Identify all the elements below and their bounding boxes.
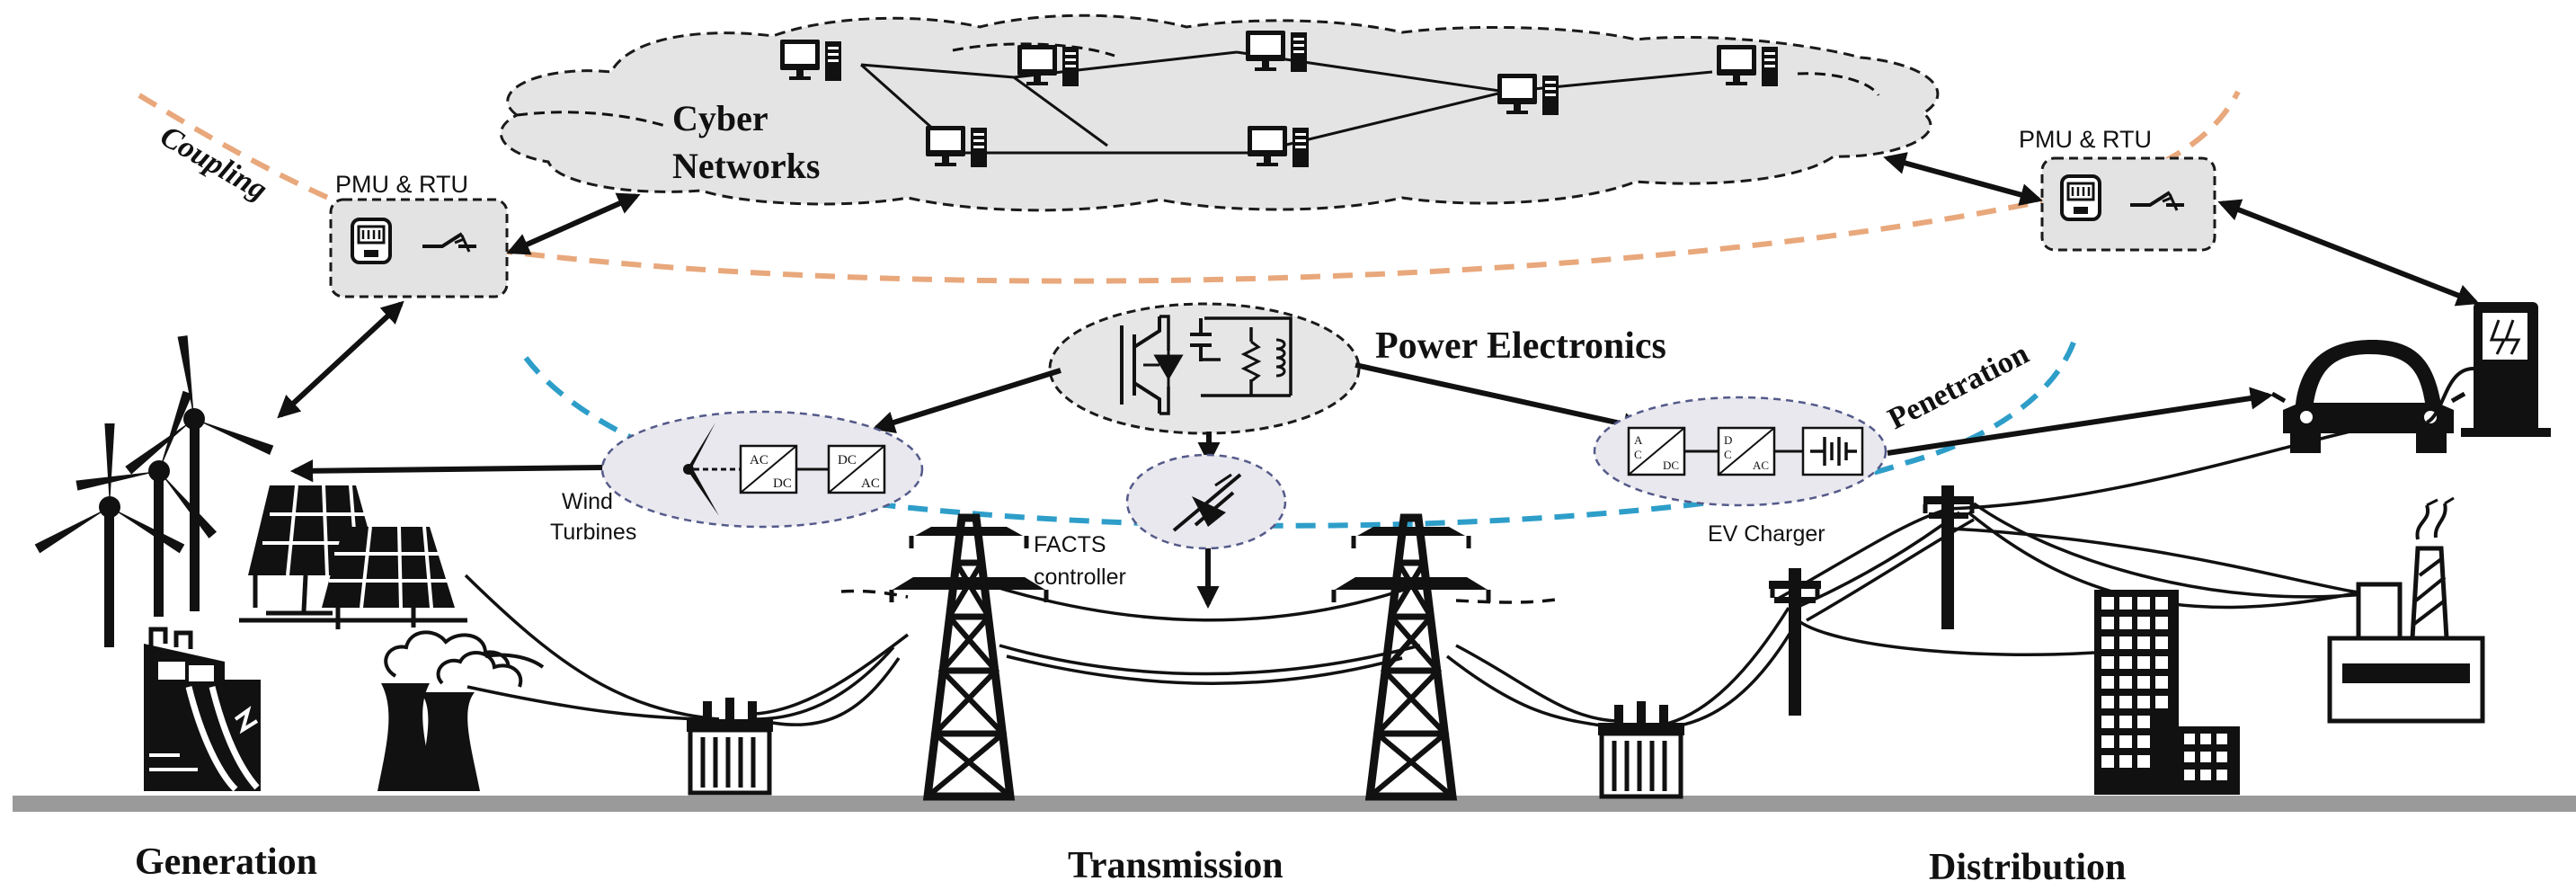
- ev-ac-dc-bottom: DC: [1663, 458, 1679, 472]
- charging-station-icon: [2425, 302, 2551, 437]
- building-icon: [2094, 590, 2240, 795]
- network-links: [860, 50, 1713, 155]
- ev-ac-dc-mid: C: [1634, 448, 1642, 461]
- meter-icon: [2060, 174, 2101, 221]
- wind-dc-ac-bottom: AC: [861, 476, 880, 491]
- transmission-label: Transmission: [1068, 845, 1284, 886]
- utility-pole-icon: [1769, 568, 1821, 716]
- wind-turbines-icon: [34, 335, 274, 647]
- ev-dc-ac-mid: C: [1724, 448, 1732, 461]
- filter-circuit-icon: [1190, 316, 1292, 397]
- ev-dc-ac-bottom: AC: [1753, 458, 1769, 472]
- facts-controller-node: [1125, 453, 1287, 550]
- power-electronics-label: Power Electronics: [1375, 325, 1666, 367]
- solar-panel-icon: [239, 485, 467, 629]
- thyristor-icon: [1172, 473, 1242, 532]
- wind-converter-node: AC DC DC AC: [600, 410, 924, 529]
- igbt-icon: [1120, 315, 1184, 415]
- hydro-plant-icon: [144, 627, 261, 792]
- wind-dc-ac-top: DC: [838, 453, 857, 467]
- ev-dc-ac-top: D: [1724, 433, 1732, 447]
- facts-label-line1: FACTS: [1034, 532, 1106, 557]
- ev-charger-label: EV Charger: [1708, 521, 1825, 547]
- generation-label: Generation: [135, 841, 317, 883]
- facts-label-line2: controller: [1034, 565, 1126, 590]
- electric-car-icon: [2270, 340, 2466, 453]
- wind-turbines-label-line2: Turbines: [550, 520, 636, 545]
- pmu-rtu-right: [2040, 156, 2216, 252]
- ground-line: [13, 796, 2576, 812]
- factory-icon: [2327, 496, 2485, 724]
- wind-turbines-label-line1: Wind: [562, 489, 613, 514]
- distribution-label: Distribution: [1929, 847, 2126, 888]
- cooling-tower-icon: [378, 630, 545, 791]
- ev-charger-node: A C DC D C AC: [1593, 396, 1888, 507]
- transformer-icon: [1598, 701, 1684, 797]
- ev-ac-dc-top: A: [1634, 433, 1643, 447]
- cyber-networks-label-line1: Cyber: [672, 98, 768, 138]
- transmission-tower-icon: [1334, 518, 1488, 797]
- penetration-label: Penetration: [1883, 337, 2034, 436]
- pmu-rtu-left: [329, 198, 509, 298]
- pmu-rtu-right-label: PMU & RTU: [2019, 126, 2152, 153]
- battery-icon: [1810, 437, 1857, 466]
- meter-icon: [351, 218, 392, 264]
- power-electronics-node: [1048, 302, 1361, 435]
- transmission-tower-icon: [892, 518, 1046, 797]
- communication-arrows: [277, 152, 2480, 419]
- cyber-networks-cloud: [499, 13, 1940, 212]
- wind-ac-dc-bottom: DC: [773, 476, 792, 491]
- wind-ac-dc-top: AC: [750, 453, 768, 467]
- cyber-networks-label-line2: Networks: [672, 146, 820, 186]
- utility-pole-icon: [1923, 485, 1975, 629]
- pmu-rtu-left-label: PMU & RTU: [335, 171, 468, 198]
